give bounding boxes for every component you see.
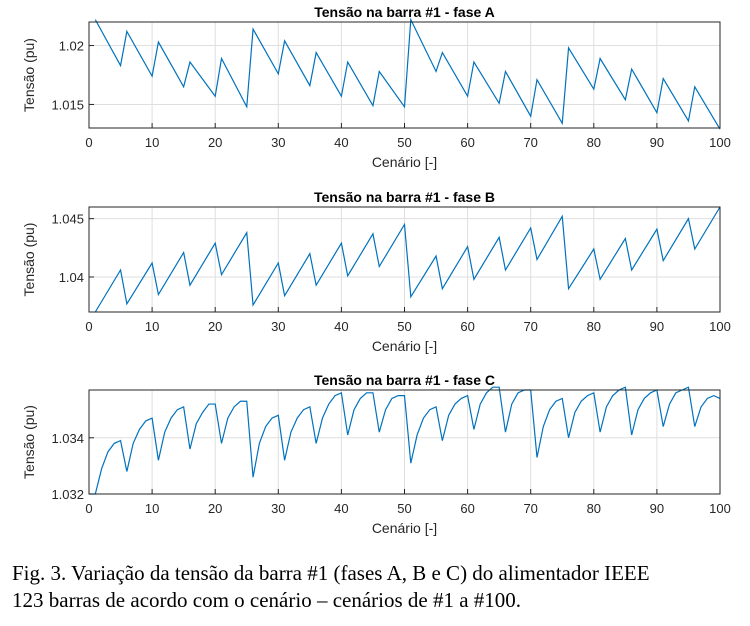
y-axis-label: Tensão (pu) <box>21 38 37 112</box>
x-tick-label: 20 <box>208 135 222 150</box>
x-tick-label: 0 <box>85 501 92 516</box>
chart-title: Tensão na barra #1 - fase A <box>314 4 495 20</box>
chart-panel-3: 0 10 20 30 40 50 60 70 80 90 100 1.032 1.034 Tensão n… <box>21 372 731 536</box>
x-tick-label: 60 <box>460 319 474 334</box>
y-tick-label: 1.02 <box>59 39 84 54</box>
figure-caption: Fig. 3. Variação da tensão da barra #1 (… <box>12 560 742 614</box>
x-tick-label: 50 <box>397 319 411 334</box>
x-tick-label: 20 <box>208 501 222 516</box>
x-tick-label: 70 <box>523 135 537 150</box>
x-axis-label: Cenário [-] <box>372 520 437 536</box>
x-tick-label: 10 <box>145 501 159 516</box>
voltage-series-line <box>94 17 721 130</box>
chart-title: Tensão na barra #1 - fase B <box>314 189 495 205</box>
caption-line-1: Fig. 3. Variação da tensão da barra #1 (… <box>12 561 650 585</box>
x-tick-label: 70 <box>523 501 537 516</box>
x-tick-label: 80 <box>587 135 601 150</box>
chart-panel-1: 0 10 20 30 40 50 60 70 80 90 100 1.015 1.02 Tensão na… <box>21 4 731 170</box>
y-tick-label: 1.032 <box>51 487 84 502</box>
y-tick-label: 1.015 <box>51 97 84 112</box>
x-tick-label: 40 <box>334 501 348 516</box>
x-tick-label: 100 <box>709 135 731 150</box>
x-tick-label: 30 <box>271 501 285 516</box>
y-tick-label: 1.034 <box>51 431 84 446</box>
x-axis-label: Cenário [-] <box>372 338 437 354</box>
x-tick-label: 0 <box>85 319 92 334</box>
x-tick-label: 100 <box>709 319 731 334</box>
x-tick-label: 0 <box>85 135 92 150</box>
x-tick-label: 40 <box>334 319 348 334</box>
x-tick-label: 30 <box>271 135 285 150</box>
voltage-series-line <box>94 206 721 313</box>
x-tick-label: 80 <box>587 319 601 334</box>
x-axis-label: Cenário [-] <box>372 154 437 170</box>
chart-title: Tensão na barra #1 - fase C <box>314 372 495 388</box>
y-axis-label: Tensão (pu) <box>21 405 37 479</box>
chart-panel-2: 0 10 20 30 40 50 60 70 80 90 100 1.04 1.045 Tensão na… <box>21 189 731 354</box>
y-axis-label: Tensão (pu) <box>21 223 37 297</box>
x-tick-label: 10 <box>145 319 159 334</box>
x-tick-label: 40 <box>334 135 348 150</box>
x-tick-label: 90 <box>650 501 664 516</box>
x-tick-label: 80 <box>587 501 601 516</box>
x-tick-label: 10 <box>145 135 159 150</box>
caption-line-2: 123 barras de acordo com o cenário – cen… <box>12 588 522 612</box>
y-tick-label: 1.04 <box>59 270 84 285</box>
x-tick-label: 30 <box>271 319 285 334</box>
x-tick-label: 70 <box>523 319 537 334</box>
x-tick-label: 60 <box>460 135 474 150</box>
x-tick-label: 100 <box>709 501 731 516</box>
y-tick-label: 1.045 <box>51 212 84 227</box>
x-tick-label: 60 <box>460 501 474 516</box>
x-tick-label: 90 <box>650 135 664 150</box>
voltage-series-line <box>89 386 721 495</box>
x-tick-label: 90 <box>650 319 664 334</box>
x-tick-label: 20 <box>208 319 222 334</box>
x-tick-label: 50 <box>397 501 411 516</box>
x-tick-label: 50 <box>397 135 411 150</box>
